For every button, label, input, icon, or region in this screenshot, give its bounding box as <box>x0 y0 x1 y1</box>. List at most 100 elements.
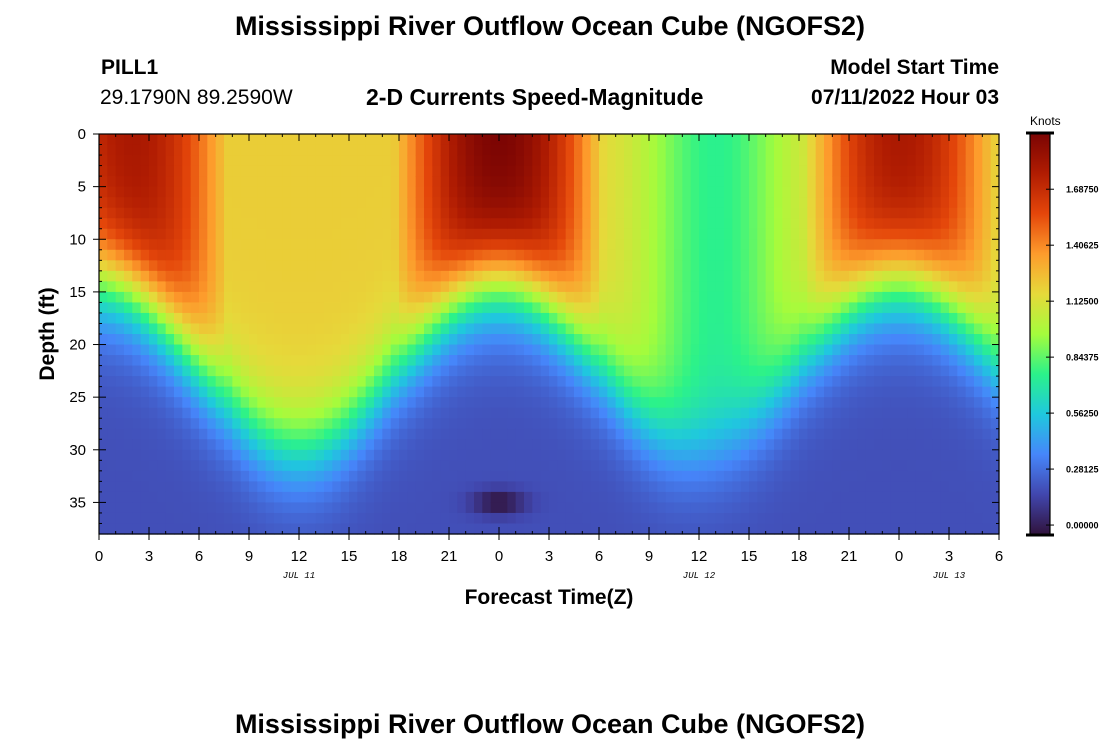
heatmap-cell <box>482 365 492 377</box>
heatmap-cell <box>899 312 908 325</box>
heatmap-cell <box>990 397 1000 409</box>
heatmap-cell <box>482 312 492 325</box>
heatmap-cell <box>799 334 808 346</box>
heatmap-cell <box>590 302 600 314</box>
heatmap-cell <box>190 207 200 219</box>
heatmap-cell <box>699 144 708 156</box>
heatmap-cell <box>524 218 533 230</box>
heatmap-cell <box>632 228 642 240</box>
heatmap-cell <box>457 207 467 219</box>
heatmap-cell <box>899 386 908 398</box>
heatmap-cell <box>99 197 108 209</box>
heatmap-cell <box>382 186 392 198</box>
heatmap-cell <box>182 376 192 388</box>
heatmap-cell <box>324 218 333 230</box>
heatmap-cell <box>499 365 508 377</box>
heatmap-cell <box>757 155 767 167</box>
heatmap-cell <box>840 249 850 261</box>
heatmap-cell <box>374 344 383 356</box>
heatmap-cell <box>574 249 583 261</box>
heatmap-cell <box>474 344 483 356</box>
heatmap-cell <box>774 260 783 272</box>
heatmap-cell <box>424 260 433 272</box>
heatmap-cell <box>490 312 500 325</box>
heatmap-cell <box>507 155 517 167</box>
heatmap-cell <box>132 197 142 209</box>
heatmap-cell <box>549 291 558 304</box>
heatmap-cell <box>165 344 175 356</box>
heatmap-cell <box>415 407 425 419</box>
heatmap-cell <box>715 502 725 514</box>
heatmap-cell <box>157 323 167 335</box>
heatmap-cell <box>665 491 675 504</box>
heatmap-cell <box>340 512 350 525</box>
heatmap-cell <box>207 502 217 514</box>
heatmap-cell <box>340 523 350 535</box>
heatmap-cell <box>432 386 442 398</box>
heatmap-cell <box>640 270 650 282</box>
heatmap-cell <box>515 365 525 377</box>
heatmap-cell <box>449 460 458 472</box>
heatmap-cell <box>449 260 458 272</box>
heatmap-cell <box>707 439 717 451</box>
heatmap-cell <box>749 397 758 409</box>
heatmap-cell <box>799 291 808 304</box>
heatmap-cell <box>415 376 425 388</box>
heatmap-cell <box>815 418 825 430</box>
heatmap-cell <box>740 134 750 146</box>
heatmap-cell <box>99 502 108 514</box>
heatmap-cell <box>499 165 508 177</box>
heatmap-cell <box>107 281 117 293</box>
heatmap-cell <box>324 249 333 261</box>
heatmap-cell <box>390 270 400 282</box>
heatmap-cell <box>324 365 333 377</box>
heatmap-cell <box>757 260 767 272</box>
heatmap-cell <box>899 197 908 209</box>
heatmap-cell <box>240 270 250 282</box>
heatmap-cell <box>949 355 958 367</box>
heatmap-cell <box>940 312 950 325</box>
heatmap-cell <box>315 428 325 440</box>
date-label: JUL 11 <box>283 571 315 581</box>
heatmap-cell <box>165 323 175 335</box>
heatmap-cell <box>882 386 892 398</box>
heatmap-cell <box>240 470 250 482</box>
heatmap-cell <box>749 270 758 282</box>
heatmap-cell <box>957 365 967 377</box>
heatmap-cell <box>432 155 442 167</box>
heatmap-cell <box>240 260 250 272</box>
heatmap-cell <box>240 165 250 177</box>
heatmap-cell <box>165 134 175 146</box>
heatmap-cell <box>649 207 658 219</box>
heatmap-cell <box>115 186 125 198</box>
heatmap-cell <box>282 312 292 325</box>
heatmap-cell <box>215 428 225 440</box>
heatmap-cell <box>282 397 292 409</box>
heatmap-cell <box>832 228 842 240</box>
heatmap-cell <box>740 365 750 377</box>
heatmap-cell <box>715 365 725 377</box>
heatmap-cell <box>865 197 875 209</box>
next-chart-title: Mississippi River Outflow Ocean Cube (NG… <box>234 709 866 739</box>
heatmap-cell <box>124 407 133 419</box>
heatmap-cell <box>774 386 783 398</box>
heatmap-cell <box>849 228 858 240</box>
heatmap-cell <box>857 155 867 167</box>
heatmap-cell <box>874 144 883 156</box>
heatmap-cell <box>657 460 667 472</box>
heatmap-cell <box>815 428 825 440</box>
heatmap-cell <box>940 176 950 188</box>
heatmap-cell <box>540 481 550 493</box>
heatmap-cell <box>815 502 825 514</box>
heatmap-cell <box>849 491 858 504</box>
heatmap-cell <box>774 291 783 304</box>
heatmap-cell <box>632 355 642 367</box>
heatmap-cell <box>665 460 675 472</box>
heatmap-cell <box>324 312 333 325</box>
heatmap-cell <box>765 470 775 482</box>
heatmap-cell <box>132 270 142 282</box>
heatmap-cell <box>374 239 383 251</box>
heatmap-cell <box>724 418 733 430</box>
heatmap-cell <box>815 407 825 419</box>
heatmap-cell <box>249 481 258 493</box>
